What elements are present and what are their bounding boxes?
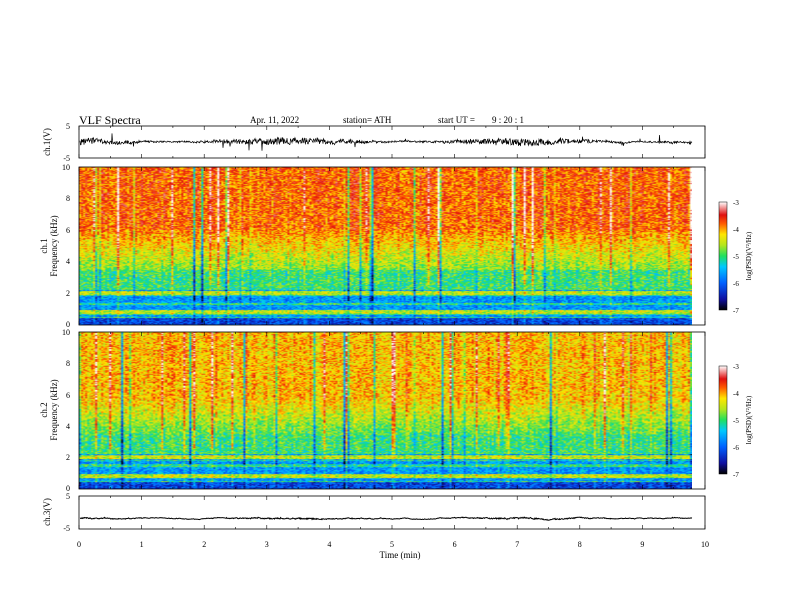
xtick-label-5: 5 <box>390 540 394 549</box>
xtick-label-8: 8 <box>578 540 582 549</box>
ch2-colorbar-tick-minus7: -7 <box>733 471 739 479</box>
ch1-ytick-8: 8 <box>66 194 70 203</box>
figure-title: VLF Spectra <box>79 113 141 127</box>
ch2-ytick-8: 8 <box>66 359 70 368</box>
ch1-colorbar-tick-minus7: -7 <box>733 307 739 315</box>
time-axis-ticks <box>78 126 706 529</box>
xtick-label-1: 1 <box>140 540 144 549</box>
ch1-frequency-ylabel: Frequency (kHz) <box>49 215 59 276</box>
ch2-channel-label: ch.2 <box>39 402 49 417</box>
xtick-label-3: 3 <box>265 540 269 549</box>
ch2-colorbar-tick-minus5: -5 <box>733 417 739 425</box>
ch2-ytick-0: 0 <box>66 484 70 493</box>
ch2-frequency-ylabel: Frequency (kHz) <box>49 379 59 440</box>
start-ut-label: start UT = <box>438 115 475 125</box>
ch1-colorbar-tick-minus4: -4 <box>733 226 739 234</box>
ch1-waveform-trace <box>79 133 693 151</box>
ch2-spectrogram-image <box>79 332 692 489</box>
ch1-spectrogram-image <box>79 167 692 325</box>
start-ut-value: 9 : 20 : 1 <box>492 115 524 125</box>
ch2-colorbar-label: log(PSD)(V²/Hz) <box>745 395 753 444</box>
xtick-label-10: 10 <box>701 540 709 549</box>
xtick-label-0: 0 <box>77 540 81 549</box>
ch2-ytick-10: 10 <box>62 328 70 337</box>
ch1-ytick-0: 0 <box>66 320 70 329</box>
ch1-ytick-4: 4 <box>66 257 70 266</box>
ch2-colorbar-gradient <box>718 365 728 475</box>
station-label: station= ATH <box>343 115 392 125</box>
date-label: Apr. 11, 2022 <box>250 115 299 125</box>
ch1-ytick-10: 10 <box>62 163 70 172</box>
ch1-spectrogram-panel: 10 8 6 4 2 0 ch.1 Frequency (kHz) <box>39 163 706 329</box>
ch1-ytick-top: 5 <box>66 122 70 131</box>
ch1-colorbar: -3 -4 -5 -6 -7 log(PSD)(V²/Hz) <box>718 199 753 315</box>
time-axis-tick-labels: 0 1 2 3 4 5 6 7 8 9 10 <box>77 540 709 549</box>
ch2-colorbar-tick-minus6: -6 <box>733 444 739 452</box>
ch2-colorbar: -3 -4 -5 -6 -7 log(PSD)(V²/Hz) <box>718 363 753 479</box>
ch1-channel-label: ch.1 <box>39 238 49 253</box>
ch3-ytick-bottom: -5 <box>63 524 70 533</box>
ch1-colorbar-tick-minus5: -5 <box>733 253 739 261</box>
time-axis-label: Time (min) <box>380 550 421 560</box>
ch2-ytick-4: 4 <box>66 422 70 431</box>
ch3-waveform-trace <box>79 516 693 521</box>
ch1-colorbar-tick-minus3: -3 <box>733 199 739 207</box>
ch1-ytick-2: 2 <box>66 289 70 298</box>
ch1-colorbar-tick-minus6: -6 <box>733 280 739 288</box>
ch3-ytick-top: 5 <box>66 492 70 501</box>
ch2-ytick-6: 6 <box>66 391 70 400</box>
xtick-label-2: 2 <box>202 540 206 549</box>
xtick-label-7: 7 <box>515 540 519 549</box>
ch1-colorbar-gradient <box>718 201 728 311</box>
ch1-ytick-bottom: -5 <box>63 154 70 163</box>
xtick-label-6: 6 <box>453 540 457 549</box>
ch1-ytick-6: 6 <box>66 226 70 235</box>
ch2-spectrogram-panel: 10 8 6 4 2 0 ch.2 Frequency (kHz) <box>39 328 706 493</box>
xtick-label-4: 4 <box>327 540 331 549</box>
xtick-label-9: 9 <box>640 540 644 549</box>
ch3-waveform-frame <box>78 495 706 530</box>
ch1-colorbar-label: log(PSD)(V²/Hz) <box>745 231 753 280</box>
ch2-colorbar-tick-minus3: -3 <box>733 363 739 371</box>
ch2-colorbar-tick-minus4: -4 <box>733 390 739 398</box>
ch2-ytick-2: 2 <box>66 453 70 462</box>
ch1-waveform-ylabel: ch.1(V) <box>42 128 52 156</box>
ch3-waveform-ylabel: ch.3(V) <box>42 498 52 526</box>
